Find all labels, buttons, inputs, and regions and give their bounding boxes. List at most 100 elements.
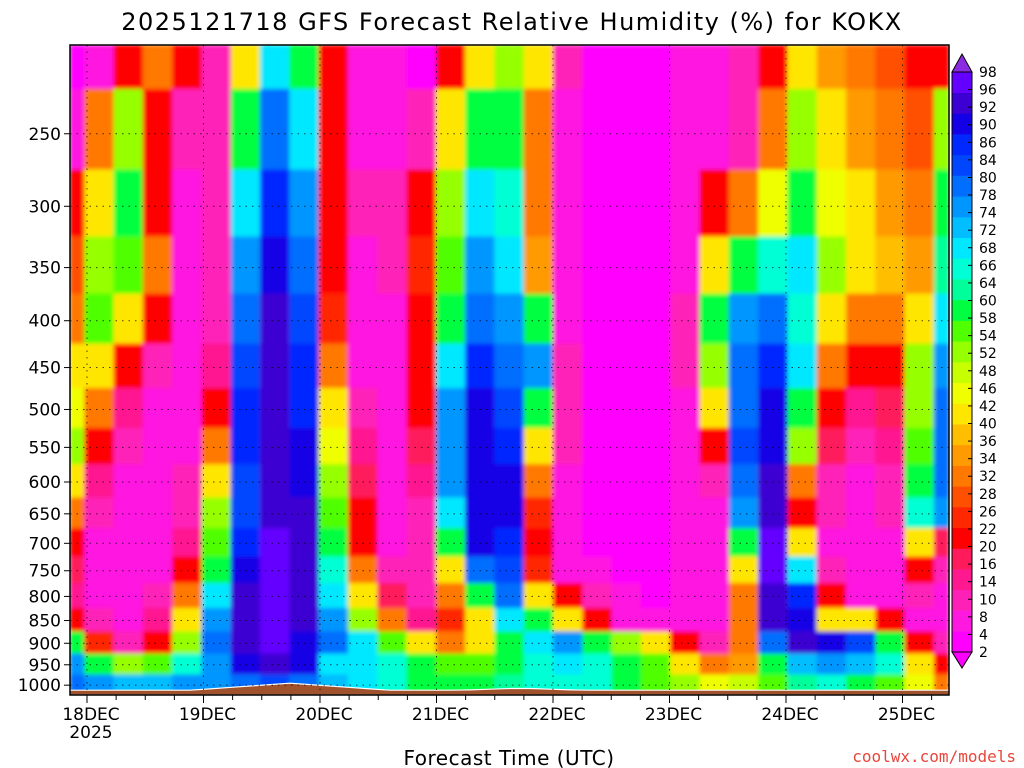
- rh-cell: [933, 388, 949, 429]
- rh-cell: [142, 293, 174, 345]
- rh-cell: [816, 427, 847, 466]
- rh-cell: [699, 293, 730, 345]
- rh-cell: [523, 169, 554, 238]
- rh-cell: [201, 528, 232, 558]
- rh-cell: [259, 497, 291, 530]
- rh-cell: [582, 464, 613, 499]
- rh-cell: [611, 88, 642, 171]
- rh-cell: [259, 528, 291, 558]
- colorbar-label: 16: [979, 557, 997, 573]
- rh-cell: [611, 653, 642, 676]
- rh-cell: [845, 45, 877, 90]
- colorbar-label: 66: [979, 258, 997, 274]
- rh-cell: [552, 583, 584, 609]
- x-axis-label: Forecast Time (UTC): [403, 746, 614, 768]
- rh-cell: [230, 236, 261, 295]
- rh-cell: [933, 528, 949, 558]
- rh-cell: [904, 653, 935, 676]
- rh-cell: [84, 88, 115, 171]
- rh-cell: [318, 388, 349, 429]
- rh-cell: [259, 88, 291, 171]
- rh-cell: [435, 497, 467, 530]
- rh-cell: [172, 236, 203, 295]
- rh-cell: [377, 464, 408, 499]
- rh-cell: [230, 388, 261, 429]
- rh-cell: [435, 556, 467, 585]
- colorbar-label: 32: [979, 469, 997, 485]
- rh-cell: [465, 88, 496, 171]
- rh-cell: [845, 293, 877, 345]
- rh-cell: [816, 293, 847, 345]
- rh-cell: [142, 427, 174, 466]
- rh-cell: [875, 427, 906, 466]
- rh-cell: [230, 88, 261, 171]
- y-tick-label: 600: [29, 473, 61, 493]
- rh-cell: [640, 464, 672, 499]
- rh-cell: [758, 464, 789, 499]
- x-tick-label: 23DEC: [645, 705, 702, 725]
- rh-cell: [670, 88, 701, 171]
- colorbar-label: 14: [979, 575, 997, 591]
- rh-cell: [113, 343, 144, 390]
- rh-cell: [523, 343, 554, 390]
- rh-cell: [406, 293, 437, 345]
- rh-cell: [904, 528, 935, 558]
- rh-cell: [845, 653, 877, 676]
- plot-frame: [69, 44, 950, 696]
- rh-cell: [611, 528, 642, 558]
- rh-cell: [347, 293, 379, 345]
- colorbar-swatch: [952, 217, 972, 239]
- rh-cell: [875, 464, 906, 499]
- rh-cell: [289, 88, 320, 171]
- rh-cell: [611, 236, 642, 295]
- colorbar-swatch: [952, 237, 972, 259]
- rh-cell: [845, 631, 877, 655]
- colorbar-swatch: [952, 134, 972, 156]
- rh-cell: [435, 427, 467, 466]
- rh-cell: [904, 631, 935, 655]
- rh-cell: [259, 388, 291, 429]
- rh-cell: [377, 528, 408, 558]
- rh-cell: [172, 343, 203, 390]
- colorbar-swatch: [952, 175, 972, 197]
- rh-cell: [552, 497, 584, 530]
- rh-cell: [465, 293, 496, 345]
- rh-cell: [582, 45, 613, 90]
- rh-cell: [582, 497, 613, 530]
- rh-cell: [933, 464, 949, 499]
- x-tick-label: 24DEC: [761, 705, 818, 725]
- rh-cell: [113, 388, 144, 429]
- colorbar-swatch: [952, 279, 972, 301]
- colorbar-swatch: [952, 486, 972, 508]
- rh-cell: [347, 464, 379, 499]
- rh-cell: [933, 293, 949, 345]
- rh-cell: [494, 88, 525, 171]
- colorbar-swatch: [952, 569, 972, 591]
- rh-cell: [787, 631, 818, 655]
- x-axis: 18DEC 19DEC 20DEC 21DEC 22DEC 23DEC 24DEC 25DEC: [62, 695, 935, 725]
- rh-cell: [377, 427, 408, 466]
- y-tick-label: 500: [29, 400, 61, 420]
- rh-cell: [787, 464, 818, 499]
- rh-cell: [172, 388, 203, 429]
- rh-cell: [699, 88, 730, 171]
- rh-cell: [728, 388, 760, 429]
- rh-cell: [582, 343, 613, 390]
- terrain-layer: [70, 682, 949, 695]
- rh-cell: [787, 88, 818, 171]
- terrain: [70, 682, 949, 695]
- colorbar-label: 80: [979, 170, 997, 186]
- rh-cell: [318, 236, 349, 295]
- rh-cell: [699, 528, 730, 558]
- rh-cell: [347, 497, 379, 530]
- y-tick-label: 550: [29, 438, 61, 458]
- rh-cell: [640, 293, 672, 345]
- rh-cell: [84, 293, 115, 345]
- rh-cell: [699, 343, 730, 390]
- rh-cell: [465, 464, 496, 499]
- rh-cell: [318, 169, 349, 238]
- colorbar-swatch: [952, 424, 972, 446]
- rh-cell: [816, 388, 847, 429]
- rh-cell: [259, 653, 291, 676]
- rh-cell: [670, 631, 701, 655]
